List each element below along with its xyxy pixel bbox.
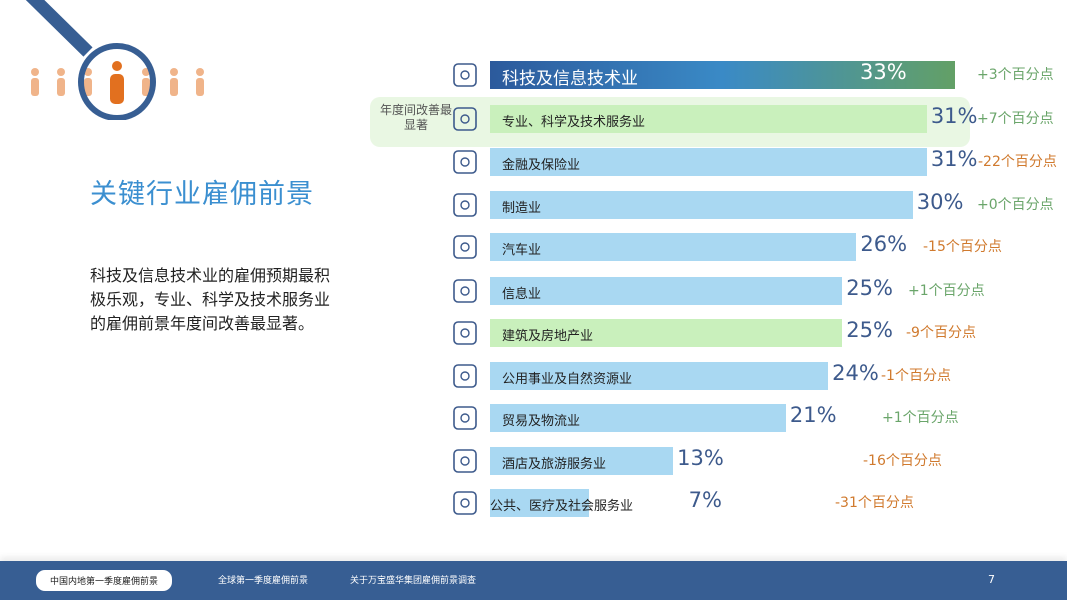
bar-label: 公共、医疗及社会服务业 — [490, 499, 634, 514]
magnifier-people-logo — [25, 0, 204, 120]
bar: 信息业 — [490, 277, 843, 305]
footer-nav: 中国内地第一季度雇佣前景 全球第一季度雇佣前景 关于万宝盛华集团雇佣前景调查 7 — [0, 561, 1067, 600]
bar: 科技及信息技术业 — [490, 61, 955, 89]
truck-warehouse-icon — [448, 403, 482, 433]
footer-tab-global-q1[interactable]: 全球第一季度雇佣前景 — [218, 576, 309, 586]
value-label: 21% — [789, 403, 837, 427]
bar: 酒店及旅游服务业 — [490, 447, 674, 475]
bar: 制造业 — [490, 191, 913, 219]
change-label: +1个百分点 — [882, 410, 959, 426]
microscope-icon — [448, 104, 482, 134]
value-label: 26% — [860, 232, 908, 256]
bar-label: 酒店及旅游服务业 — [502, 457, 607, 472]
network-cube-icon — [448, 60, 482, 90]
finance-chart-icon — [448, 147, 482, 177]
bar: 公用事业及自然资源业 — [490, 362, 829, 390]
footer-tab-about-survey[interactable]: 关于万宝盛华集团雇佣前景调查 — [350, 576, 477, 586]
bar-label: 公用事业及自然资源业 — [502, 372, 633, 387]
change-label: -22个百分点 — [978, 154, 1057, 170]
page-description: 科技及信息技术业的雇佣预期最积极乐观，专业、科学及技术服务业的雇佣前景年度间改善… — [90, 266, 331, 333]
change-label: +0个百分点 — [977, 197, 1054, 213]
factory-icon — [448, 190, 482, 220]
bar-label: 信息业 — [502, 287, 542, 302]
page-number: 7 — [988, 573, 995, 586]
bar-label: 建筑及房地产业 — [502, 329, 594, 344]
value-label: 30% — [916, 190, 964, 214]
change-label: -9个百分点 — [906, 325, 976, 341]
utility-plant-icon — [448, 361, 482, 391]
highlight-label: 年度间改善最显著 — [379, 103, 452, 132]
bar-label: 专业、科学及技术服务业 — [502, 115, 646, 130]
value-label: 7% — [688, 488, 722, 512]
bar: 建筑及房地产业 — [490, 319, 843, 347]
laptop-lock-icon — [448, 276, 482, 306]
change-label: -16个百分点 — [863, 453, 942, 469]
bar: 公共、医疗及社会服务业 — [490, 489, 633, 517]
bar-label: 科技及信息技术业 — [502, 69, 638, 89]
page-title: 关键行业雇佣前景 — [90, 179, 314, 210]
change-label: -1个百分点 — [881, 368, 951, 384]
industry-bar-chart: 科技及信息技术业 33% +3个百分点 专业、科学及技术服务业 31% +7个百分点 金融及… — [448, 60, 1057, 518]
bar-label: 贸易及物流业 — [502, 414, 581, 429]
bar-label: 金融及保险业 — [502, 158, 581, 173]
value-label: 25% — [846, 318, 893, 342]
value-label: 31% — [930, 104, 978, 128]
change-label: +3个百分点 — [977, 67, 1054, 83]
hard-hat-icon — [448, 318, 482, 348]
value-label: 13% — [677, 446, 724, 470]
change-label: +1个百分点 — [908, 283, 985, 299]
service-bell-icon — [448, 446, 482, 476]
bar-label: 汽车业 — [502, 243, 542, 258]
bar: 贸易及物流业 — [490, 404, 786, 432]
change-label: -15个百分点 — [923, 239, 1002, 255]
value-label: 31% — [930, 147, 978, 171]
bar: 金融及保险业 — [490, 148, 927, 176]
change-label: +7个百分点 — [977, 111, 1054, 127]
medical-shield-icon — [448, 488, 482, 518]
value-label: 33% — [860, 60, 907, 84]
value-label: 25% — [846, 276, 893, 300]
bar: 汽车业 — [490, 233, 857, 261]
car-icon — [448, 232, 482, 262]
bar-label: 制造业 — [502, 201, 542, 216]
value-label: 24% — [832, 361, 879, 385]
bar: 专业、科学及技术服务业 — [490, 105, 927, 133]
footer-tab-china-q1[interactable]: 中国内地第一季度雇佣前景 — [36, 570, 173, 591]
change-label: -31个百分点 — [835, 495, 914, 511]
